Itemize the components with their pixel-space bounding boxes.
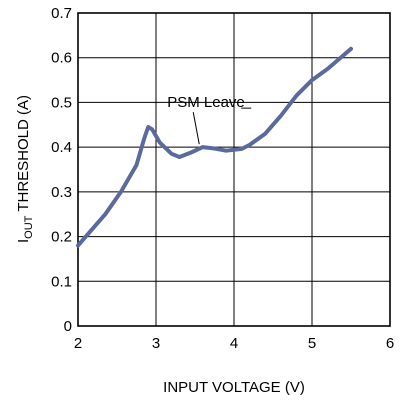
grid-lines [77, 12, 391, 327]
x-tick-label: 4 [230, 335, 238, 352]
y-tick-label: 0.3 [51, 184, 72, 201]
series-line [76, 46, 353, 248]
y-tick-label: 0.7 [51, 5, 72, 22]
plot-frame [77, 12, 391, 327]
annotation-group: PSM Leave [167, 94, 252, 145]
y-tick-label: 0.4 [51, 139, 72, 156]
y-axis-title-subscript: OUT [23, 215, 35, 239]
x-tick-label: 6 [386, 335, 394, 352]
y-tick-label: 0.1 [51, 273, 72, 290]
y-axis-title-rest: THRESHOLD (A) [15, 95, 32, 216]
y-tick-labels: 0 0.1 0.2 0.3 0.4 0.5 0.6 0.7 [51, 5, 72, 335]
series-group [76, 46, 353, 248]
x-tick-labels: 2 3 4 5 6 [74, 335, 394, 352]
y-tick-label: 0 [64, 318, 72, 335]
x-tick-label: 2 [74, 335, 82, 352]
x-tick-label: 5 [308, 335, 316, 352]
x-tick-label: 3 [152, 335, 160, 352]
y-tick-label: 0.5 [51, 94, 72, 111]
y-tick-label: 0.2 [51, 229, 72, 246]
annotation-leader [192, 112, 200, 145]
y-axis-title-main: I [15, 239, 32, 243]
x-axis-title: INPUT VOLTAGE (V) [163, 379, 305, 396]
y-tick-label: 0.6 [51, 50, 72, 67]
y-axis-title: IOUT THRESHOLD (A) [15, 95, 35, 243]
annotation-label: PSM Leave [167, 94, 245, 111]
